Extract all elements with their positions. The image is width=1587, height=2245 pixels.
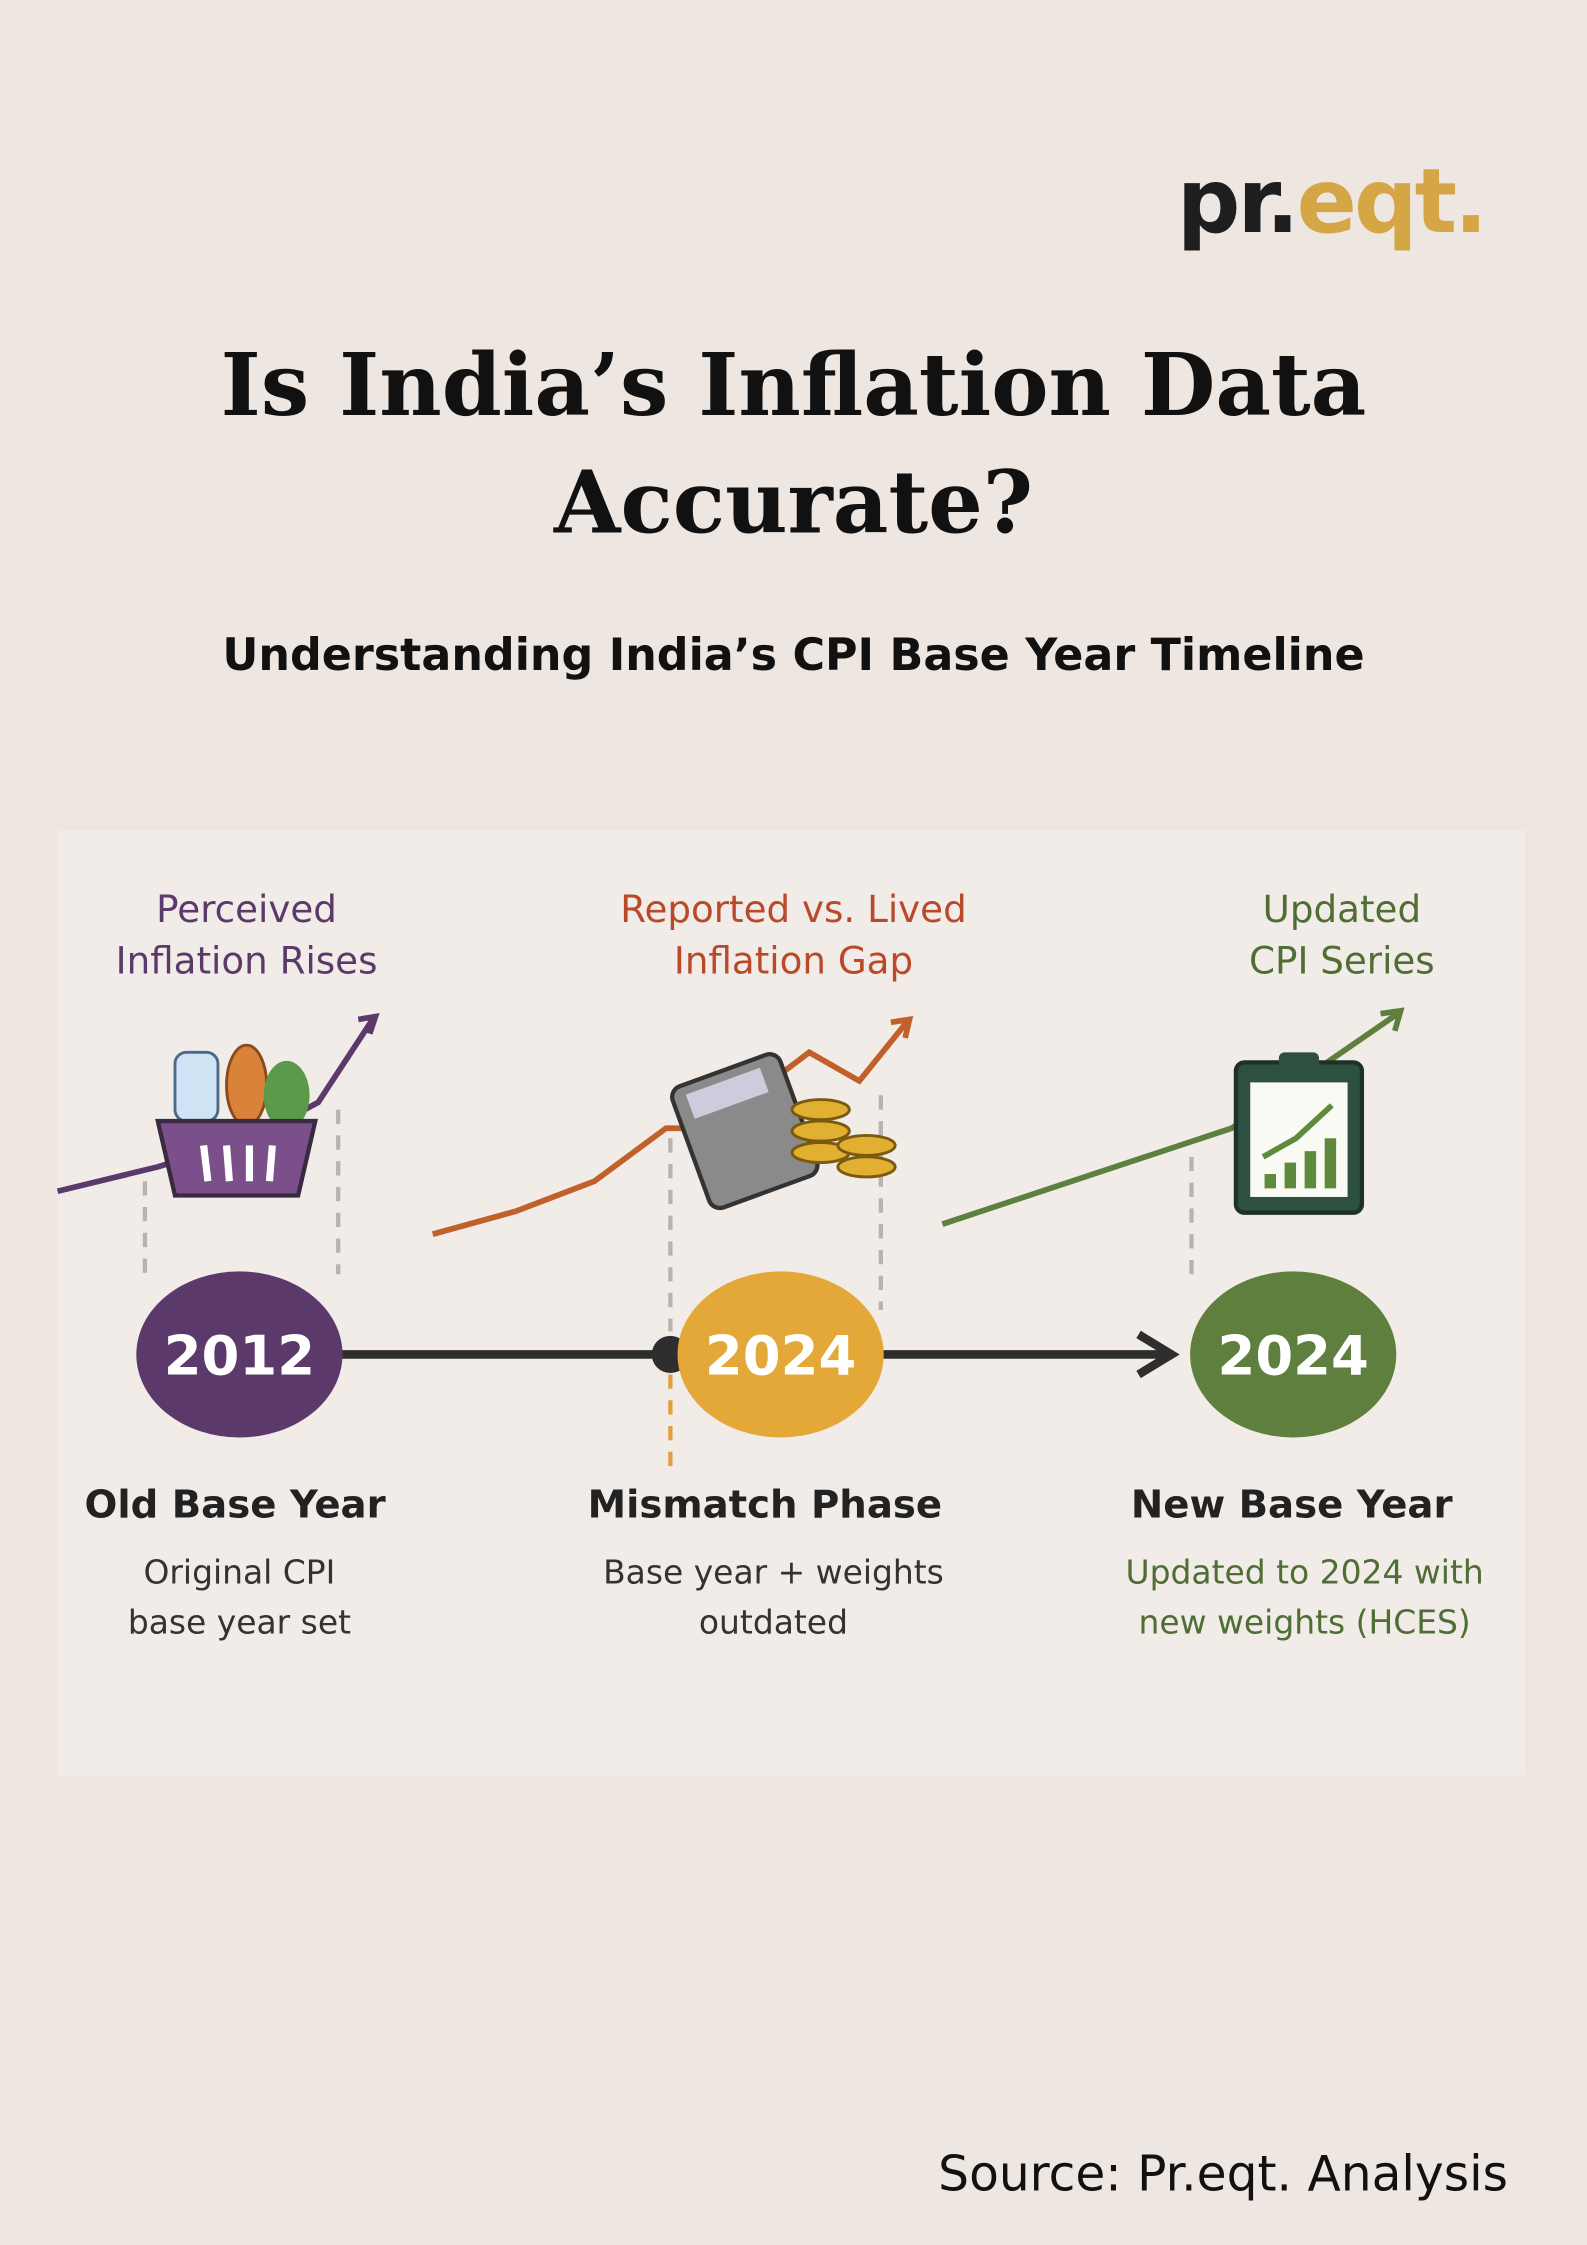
stage-description: Base year + weights xyxy=(603,1553,944,1592)
trend-label: Inflation Gap xyxy=(674,939,913,983)
stage-description: Original CPI xyxy=(143,1553,335,1592)
stages: Perceived Inflation Rises 2012 Old Base Yea… xyxy=(85,887,1484,1642)
calculator-icon xyxy=(670,1052,897,1211)
stage-description: new weights (HCES) xyxy=(1139,1603,1471,1642)
subtitle: Understanding India’s CPI Base Year Time… xyxy=(222,630,1364,681)
trend-label: CPI Series xyxy=(1249,939,1435,983)
stage-heading: Mismatch Phase xyxy=(588,1483,942,1528)
timeline-arrow xyxy=(1136,1330,1180,1379)
trend-line xyxy=(941,1011,1400,1227)
trend-label: Updated xyxy=(1263,887,1421,931)
year-label: 2024 xyxy=(705,1324,856,1387)
logo-gold: eqt. xyxy=(1297,150,1485,253)
stage-description: Updated to 2024 with xyxy=(1126,1553,1484,1592)
year-badge xyxy=(1190,1271,1397,1438)
title-line: Is India’s Inflation Data xyxy=(221,335,1367,436)
stage-description: outdated xyxy=(699,1603,848,1642)
source: Source: Pr.eqt. Analysis xyxy=(938,2147,1508,2203)
trend-label: Perceived xyxy=(156,887,337,931)
title-line: Accurate? xyxy=(553,453,1033,554)
arrowhead xyxy=(1380,1007,1405,1032)
year-badge xyxy=(136,1271,343,1438)
year-badge xyxy=(677,1271,884,1438)
clipboard-icon xyxy=(1233,1052,1365,1215)
trend-label: Reported vs. Lived xyxy=(620,887,966,931)
arrowhead xyxy=(890,1015,914,1039)
basket-icon xyxy=(155,1043,318,1198)
stage-heading: New Base Year xyxy=(1131,1483,1453,1528)
year-label: 2024 xyxy=(1217,1324,1368,1387)
stage-description: base year set xyxy=(128,1603,351,1642)
stage-heading: Old Base Year xyxy=(85,1483,386,1528)
logo-dark: pr. xyxy=(1177,150,1297,253)
trend-label: Inflation Rises xyxy=(116,939,378,983)
logo: pr.eqt. xyxy=(1177,150,1485,253)
year-label: 2012 xyxy=(164,1324,315,1387)
arrowhead xyxy=(357,1012,380,1035)
guides xyxy=(142,1095,1194,1332)
